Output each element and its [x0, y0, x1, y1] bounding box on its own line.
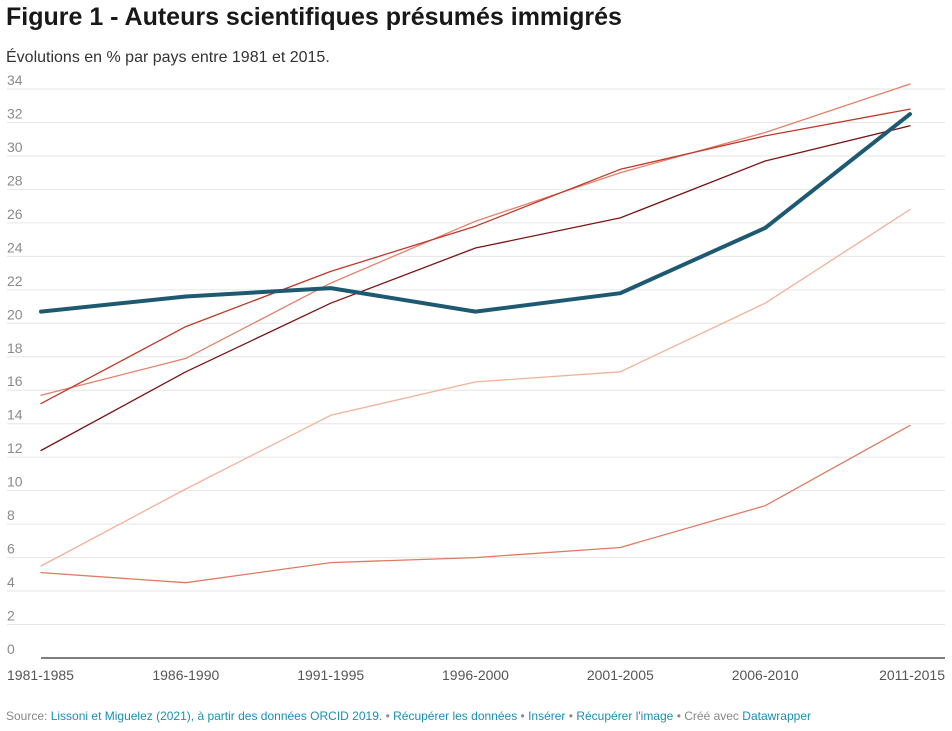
y-tick-label: 12 [7, 440, 23, 456]
y-tick-label: 4 [7, 574, 15, 590]
y-tick-label: 16 [7, 373, 23, 389]
y-tick-label: 20 [7, 306, 23, 322]
chart-footer: Source: Lissoni et Miguelez (2021), à pa… [6, 709, 811, 723]
footer-separator: • [520, 709, 525, 723]
y-tick-label: 30 [7, 139, 23, 155]
y-tick-label: 2 [7, 608, 15, 624]
y-tick-label: 32 [7, 105, 23, 121]
datawrapper-link[interactable]: Datawrapper [742, 709, 811, 723]
chart-subtitle: Évolutions en % par pays entre 1981 et 2… [6, 49, 330, 66]
x-tick-label: 1991-1995 [297, 667, 364, 683]
x-tick-label: 2011-2015 [879, 667, 945, 683]
get-data-link[interactable]: Récupérer les données [393, 709, 518, 723]
y-tick-label: 24 [7, 239, 23, 255]
series-line-5 [40, 424, 911, 584]
x-tick-label: 1986-1990 [152, 667, 219, 683]
y-tick-label: 6 [7, 541, 15, 557]
footer-separator: • [385, 709, 390, 723]
footer-separator: • [568, 709, 573, 723]
y-tick-label: 0 [7, 641, 15, 657]
source-link[interactable]: Lissoni et Miguelez (2021), à partir des… [50, 709, 383, 723]
y-tick-label: 10 [7, 474, 23, 490]
series-lines [39, 83, 912, 584]
y-tick-label: 18 [7, 340, 23, 356]
y-tick-label: 34 [7, 72, 23, 88]
y-tick-label: 14 [7, 407, 23, 423]
y-tick-label: 8 [7, 507, 15, 523]
x-tick-label: 2001-2005 [587, 667, 654, 683]
series-line-6 [39, 112, 912, 314]
series-line-4 [40, 208, 911, 567]
y-tick-label: 26 [7, 206, 23, 222]
source-label: Source: [6, 709, 48, 723]
y-tick-label: 22 [7, 273, 23, 289]
x-axis-ticks: 1981-1985 1986-1990 1991-1995 1996-2000 2001… [7, 667, 945, 683]
get-image-link[interactable]: Récupérer l'image [576, 709, 674, 723]
y-tick-label: 28 [7, 172, 23, 188]
created-with-label: Créé avec [684, 709, 739, 723]
embed-link[interactable]: Insérer [528, 709, 566, 723]
x-tick-label: 2006-2010 [732, 667, 799, 683]
x-tick-label: 1981-1985 [7, 667, 74, 683]
series-line-1 [40, 83, 911, 396]
grid-lines [7, 88, 945, 626]
footer-separator: • [676, 709, 681, 723]
chart-title: Figure 1 - Auteurs scientifiques présumé… [6, 3, 622, 31]
series-line-3 [40, 125, 911, 452]
x-tick-label: 1996-2000 [442, 667, 509, 683]
series-line-2 [40, 108, 911, 405]
